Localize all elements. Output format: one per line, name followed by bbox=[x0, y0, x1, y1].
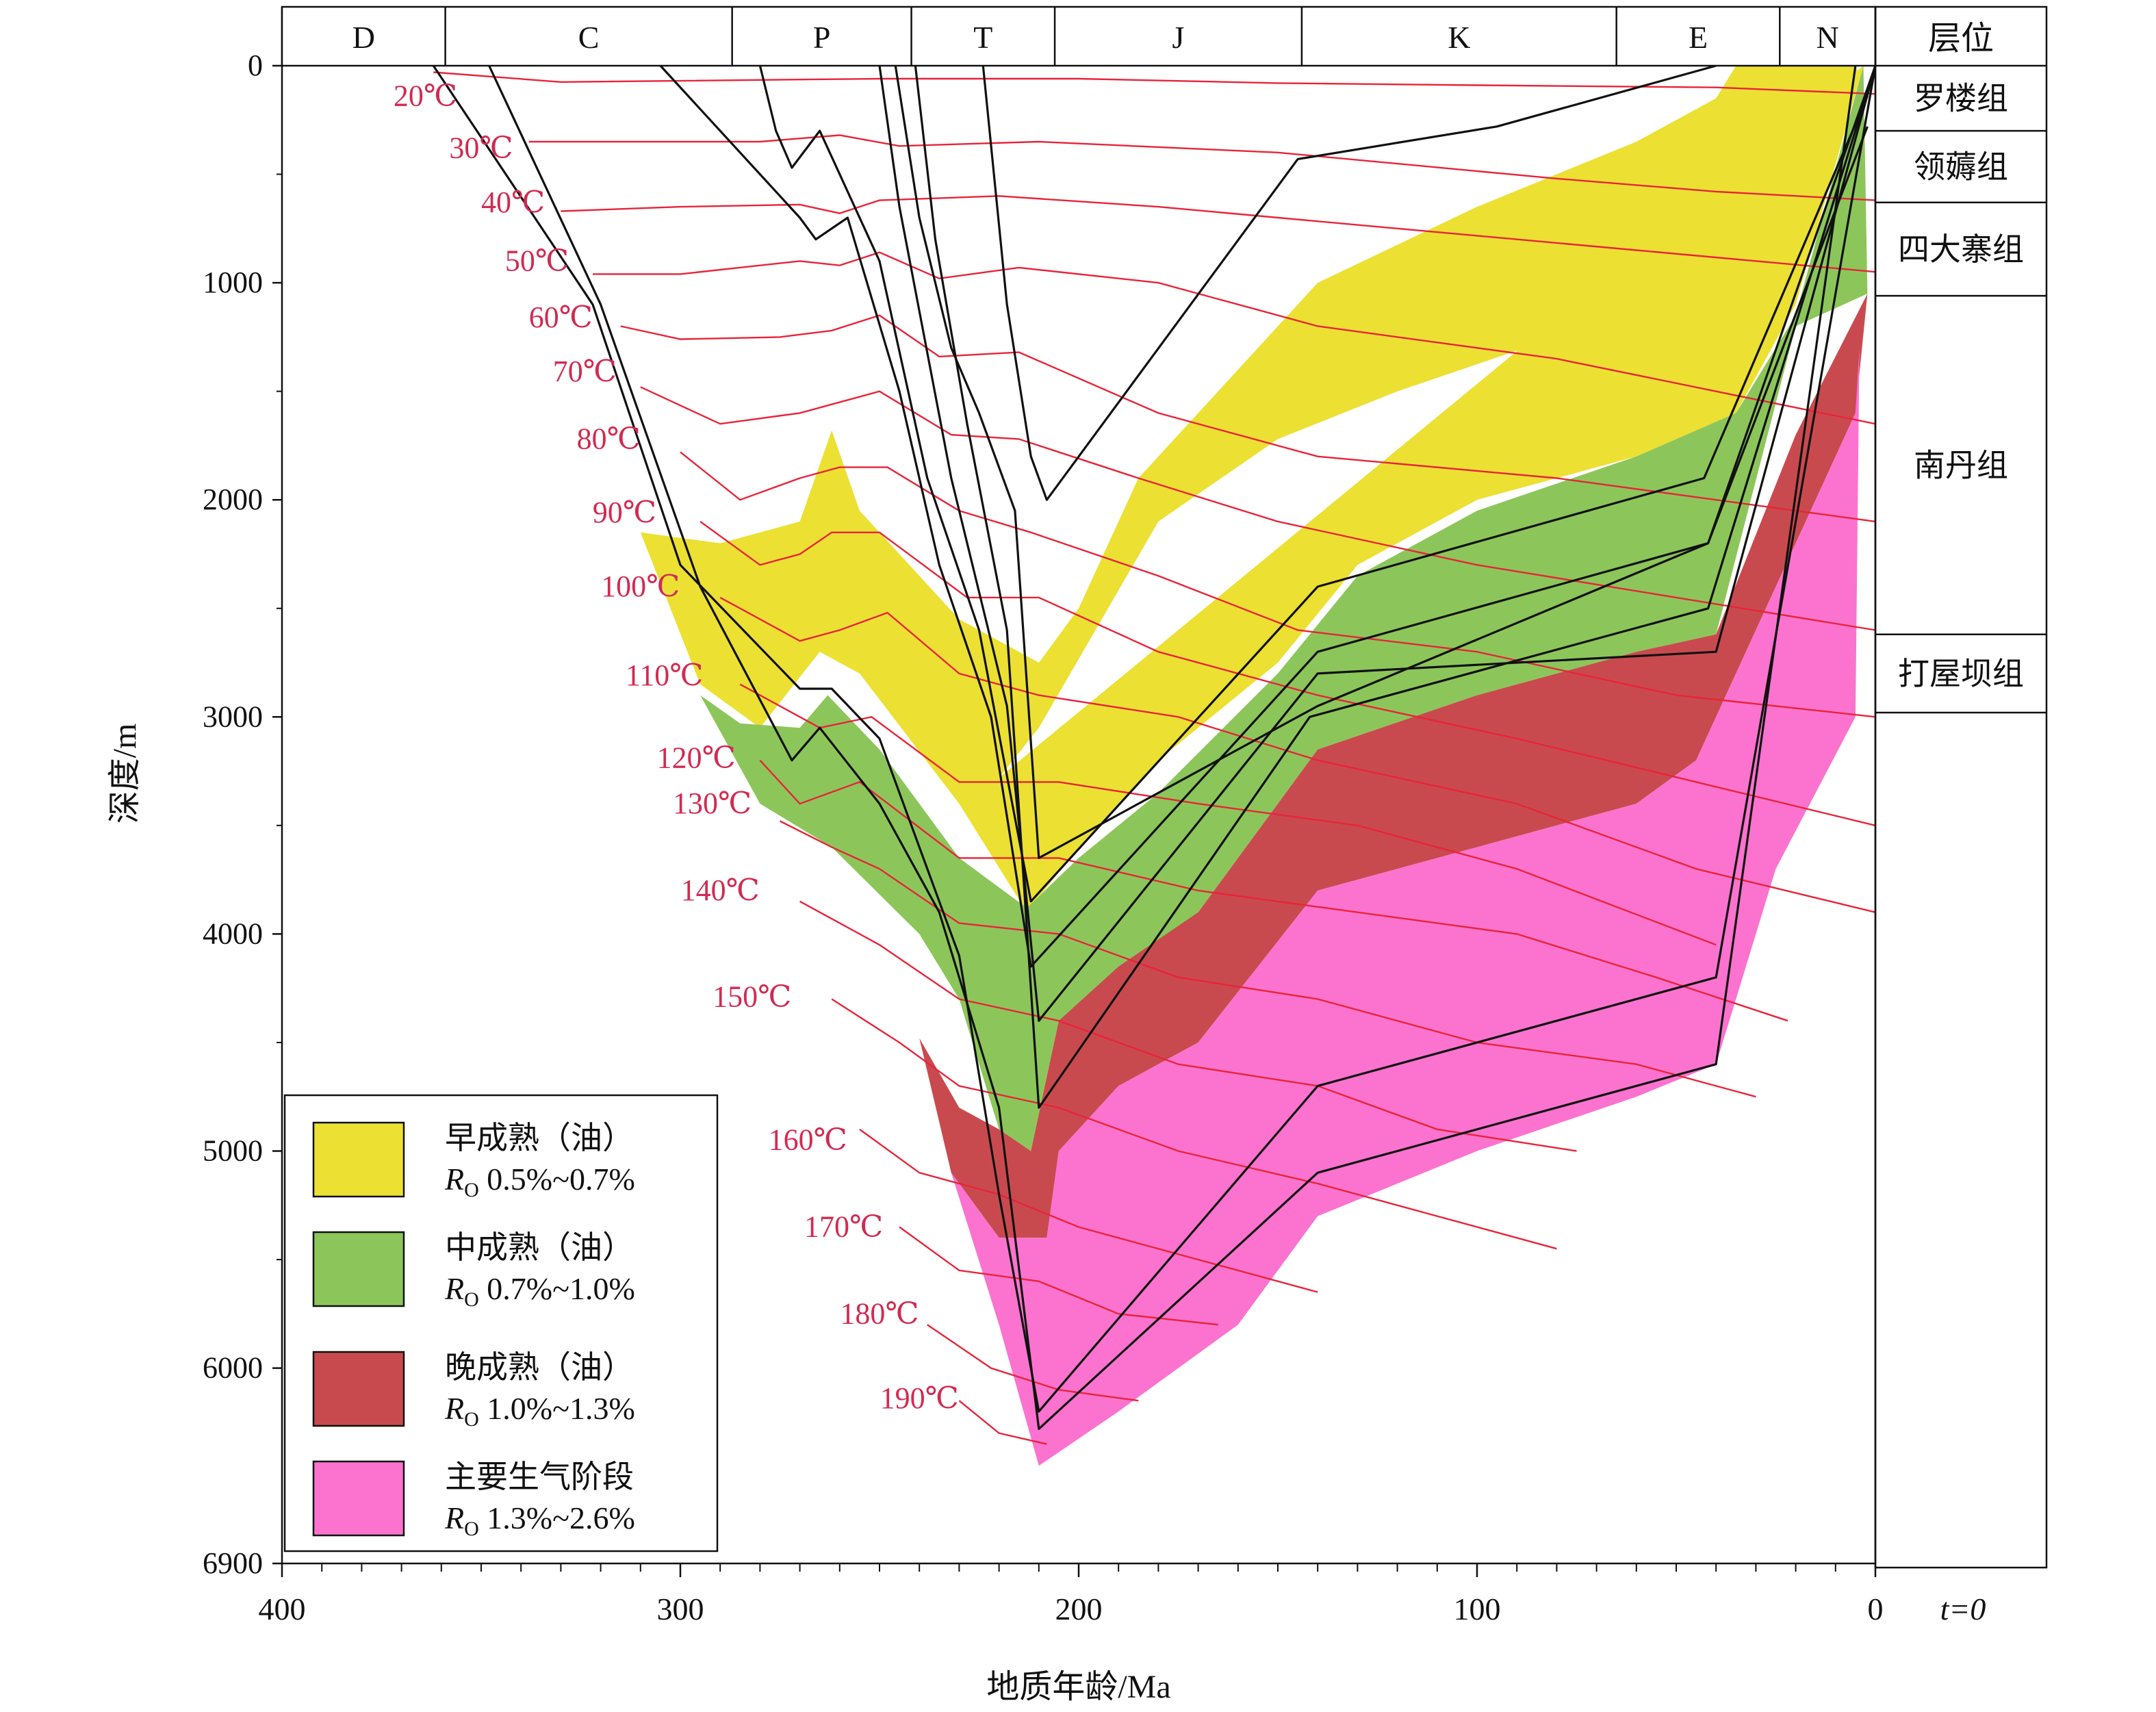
isotherm-label: 30℃ bbox=[449, 131, 513, 164]
burial-line-3 bbox=[659, 64, 1869, 968]
strata-header-label: 层位 bbox=[1928, 21, 1994, 57]
period-label: D bbox=[352, 20, 375, 55]
legend-range: RO 1.0%~1.3% bbox=[444, 1391, 635, 1431]
isotherm-line-7 bbox=[680, 451, 1876, 718]
y-tick-label: 6000 bbox=[203, 1351, 263, 1385]
period-label: P bbox=[813, 20, 831, 55]
strata-column-box bbox=[1874, 5, 2048, 1569]
zone-area-1 bbox=[640, 66, 1864, 912]
burial-lines bbox=[432, 64, 1877, 1430]
x-axis-title: 地质年龄/Ma bbox=[986, 1669, 1170, 1705]
isotherm-label: 190℃ bbox=[880, 1381, 959, 1415]
period-header-box bbox=[281, 5, 1877, 67]
isotherm-line-16 bbox=[899, 1226, 1218, 1326]
isotherm-line-14 bbox=[831, 998, 1557, 1250]
strata-label: 领薅组 bbox=[1914, 149, 2008, 184]
isotherm-label: 180℃ bbox=[840, 1296, 919, 1330]
x-tick-label: 300 bbox=[657, 1592, 704, 1626]
isotherm-line-10 bbox=[739, 683, 1717, 946]
isotherm-line-3 bbox=[561, 195, 1876, 273]
burial-line-6 bbox=[914, 65, 1877, 1109]
period-label: T bbox=[973, 20, 992, 55]
isotherm-line-4 bbox=[593, 251, 1876, 425]
isotherm-line-13 bbox=[799, 900, 1577, 1152]
legend-label: 中成熟（油） bbox=[445, 1230, 634, 1265]
period-label: E bbox=[1689, 20, 1708, 55]
x-tick-label: 400 bbox=[259, 1592, 306, 1626]
zone-area-2 bbox=[700, 66, 1868, 1151]
isotherm-label: 80℃ bbox=[577, 422, 641, 455]
isotherm-label: 20℃ bbox=[394, 79, 457, 112]
isotherm-label: 60℃ bbox=[529, 301, 593, 334]
y-tick-label: 6900 bbox=[203, 1546, 263, 1580]
isotherm-line-17 bbox=[927, 1324, 1139, 1402]
isotherm-label: 90℃ bbox=[593, 496, 656, 529]
strata-label: 南丹组 bbox=[1914, 448, 2008, 483]
x-tick-label: 200 bbox=[1055, 1592, 1103, 1626]
isotherm-line-1 bbox=[433, 71, 1876, 95]
burial-line-2 bbox=[488, 65, 1857, 1430]
legend-swatch bbox=[312, 1460, 405, 1537]
isotherm-line-6 bbox=[640, 386, 1876, 631]
isotherm-line-18 bbox=[958, 1400, 1047, 1445]
burial-line-8 bbox=[894, 65, 1877, 860]
legend-range: RO 1.3%~2.6% bbox=[444, 1500, 635, 1540]
isotherm-label: 110℃ bbox=[626, 659, 704, 692]
isotherm-label: 150℃ bbox=[713, 980, 791, 1013]
strata-label: 打屋坝组 bbox=[1898, 656, 2024, 691]
legend-range: RO 0.7%~1.0% bbox=[444, 1271, 635, 1311]
y-tick-label: 1000 bbox=[203, 266, 263, 299]
legend-swatch bbox=[312, 1121, 405, 1198]
maturity-zones bbox=[640, 66, 1868, 1466]
t0-label: t=0 bbox=[1940, 1592, 1986, 1626]
period-label: J bbox=[1172, 20, 1185, 55]
legend-label: 晚成熟（油） bbox=[445, 1350, 634, 1385]
isotherm-line-9 bbox=[719, 596, 1876, 913]
strata-label: 罗楼组 bbox=[1914, 81, 2008, 116]
isotherm-label: 140℃ bbox=[681, 873, 760, 907]
period-label: C bbox=[578, 20, 600, 55]
burial-line-1 bbox=[432, 65, 1877, 1413]
zone-area-4 bbox=[951, 348, 1860, 1466]
burial-line-7 bbox=[981, 64, 1717, 501]
isotherm-label: 70℃ bbox=[553, 355, 617, 388]
x-tick-label: 100 bbox=[1454, 1592, 1501, 1626]
isotherm-labels: 20℃ 30℃ 40℃ 50℃ 60℃ 70℃ 80℃ 90℃ 100℃ 110℃ 120℃ 130℃… bbox=[394, 79, 959, 1415]
legend: 早成熟（油） RO 0.5%~0.7% 中成熟（油） RO 0.7%~1.0% 晚成熟（… bbox=[283, 1094, 719, 1553]
y-axis-title: 深度/m bbox=[107, 724, 143, 824]
legend-label: 早成熟（油） bbox=[445, 1121, 634, 1155]
isotherm-line-2 bbox=[528, 134, 1876, 201]
isotherm-label: 100℃ bbox=[601, 570, 680, 603]
isotherm-label: 40℃ bbox=[481, 186, 545, 219]
zone-area-3 bbox=[919, 294, 1868, 1238]
isotherm-lines bbox=[433, 71, 1876, 1445]
isotherm-line-5 bbox=[620, 314, 1876, 523]
legend-swatch bbox=[312, 1231, 405, 1307]
burial-line-4 bbox=[758, 65, 1869, 903]
legend-label: 主要生气阶段 bbox=[445, 1459, 634, 1494]
period-label: N bbox=[1817, 20, 1839, 55]
isotherm-label: 170℃ bbox=[804, 1210, 883, 1243]
isotherm-line-12 bbox=[779, 820, 1756, 1098]
x-tick-label: 0 bbox=[1868, 1592, 1884, 1626]
y-tick-label: 4000 bbox=[203, 917, 263, 950]
isotherm-label: 130℃ bbox=[673, 787, 752, 820]
y-tick-label: 5000 bbox=[203, 1134, 263, 1168]
isotherm-label: 50℃ bbox=[505, 244, 569, 277]
period-label: K bbox=[1448, 20, 1470, 55]
legend-range: RO 0.5%~0.7% bbox=[444, 1162, 635, 1201]
y-tick-label: 0 bbox=[248, 49, 263, 82]
isotherm-line-8 bbox=[700, 520, 1876, 827]
y-tick-label: 3000 bbox=[203, 700, 263, 733]
legend-swatch bbox=[312, 1351, 405, 1427]
isotherm-line-11 bbox=[759, 759, 1788, 1022]
y-tick-label: 2000 bbox=[203, 483, 263, 516]
strata-label: 四大寨组 bbox=[1898, 232, 2024, 267]
isotherm-label: 160℃ bbox=[769, 1123, 847, 1157]
isotherm-label: 120℃ bbox=[657, 741, 736, 775]
